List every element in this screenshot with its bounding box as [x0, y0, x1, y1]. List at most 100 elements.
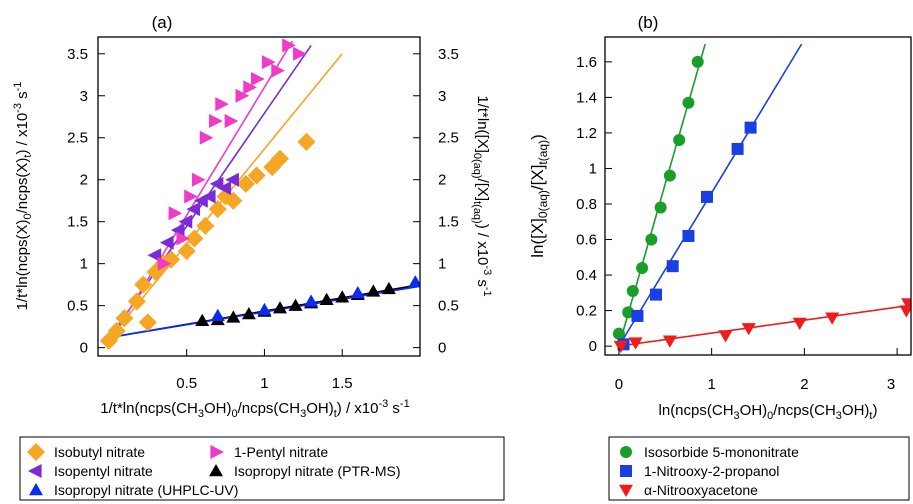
data-point — [273, 301, 287, 314]
data-point — [176, 231, 190, 246]
data-point — [271, 63, 285, 78]
panel-b-legend: Isosorbide 5-mononitrate 1-Nitrooxy-2-pro… — [608, 436, 910, 501]
data-point — [186, 202, 201, 217]
panel-a-points — [99, 38, 420, 350]
panel-b-label: (b) — [638, 13, 659, 32]
data-point — [628, 337, 643, 350]
data-point — [366, 284, 381, 297]
panel-b-x-axis-label: ln(ncps(CH3OH)0/ncps(CH3OH)t) — [659, 402, 878, 422]
data-point — [682, 229, 695, 242]
data-point — [184, 189, 198, 204]
data-point — [168, 206, 183, 221]
data-point — [134, 275, 153, 294]
y-tick-label: 2 — [438, 172, 446, 189]
legend-entry-label: Isopentyl nitrate — [54, 463, 153, 479]
data-point — [825, 312, 840, 325]
data-point — [160, 235, 174, 250]
data-point — [127, 292, 146, 311]
y-tick-label: 3 — [80, 88, 88, 105]
legend-marker — [210, 445, 224, 459]
legend-marker — [620, 465, 632, 477]
panel-a-legend: Isobutyl nitrate Isopentyl nitrate 1-Penty… — [19, 436, 505, 501]
y-tick-label: 3.5 — [438, 46, 459, 63]
legend-entry-label: 1-Pentyl nitrate — [234, 444, 328, 460]
data-point — [107, 321, 126, 340]
x-tick-label: 1 — [707, 376, 715, 393]
data-point — [217, 181, 232, 196]
legend-marker — [29, 483, 43, 496]
data-point — [682, 96, 695, 109]
y-tick-label: 3.5 — [67, 46, 88, 63]
data-point — [650, 288, 662, 301]
data-point — [225, 172, 239, 187]
y-tick-label: 3 — [438, 88, 446, 105]
data-point — [662, 335, 677, 348]
y-tick-label: 0.4 — [576, 267, 597, 284]
data-point — [645, 233, 658, 246]
panel-b-y-ticks: 0 0.2 0.4 0.6 0.8 1 1.2 1.4 1.6 — [576, 54, 612, 355]
x-tick-label: 3 — [887, 376, 895, 393]
y-tick-label: 0.5 — [67, 298, 88, 315]
fit-line-2 — [618, 304, 911, 347]
panel-b-x-ticks: 0 1 2 3 — [615, 348, 898, 393]
x-tick-label: 2 — [800, 376, 808, 393]
data-point — [673, 134, 686, 147]
data-point — [304, 294, 319, 307]
fit-line-0 — [618, 43, 706, 347]
data-point — [408, 275, 420, 288]
x-tick-label: 0.5 — [176, 375, 197, 392]
data-point — [191, 172, 206, 187]
legend-entry-label: Isosorbide 5-mononitrate — [644, 444, 799, 460]
data-point — [196, 216, 215, 235]
legend-marker — [209, 464, 223, 477]
panel-b-points — [612, 55, 911, 354]
y-tick-label: 1 — [80, 256, 88, 273]
legend-entry-label: α-Nitrooxyacetone — [644, 482, 758, 498]
data-point — [224, 191, 243, 210]
data-point — [226, 310, 241, 323]
data-point — [381, 281, 396, 295]
panel-a-left-y-ticks: 0 0.5 1 1.5 2 2.5 3 3.5 — [67, 46, 105, 357]
data-point — [626, 285, 639, 298]
data-point — [224, 113, 239, 128]
fit-line-2 — [108, 40, 294, 344]
data-point — [622, 306, 635, 319]
data-point — [631, 309, 644, 322]
x-tick-label: 0 — [615, 376, 623, 393]
data-point — [613, 340, 628, 354]
data-point — [138, 313, 157, 332]
data-point — [199, 130, 214, 145]
y-tick-label: 2 — [80, 172, 88, 189]
data-point — [744, 121, 757, 134]
x-tick-label: 1.5 — [332, 375, 353, 392]
data-point — [170, 223, 185, 238]
data-point — [901, 298, 911, 311]
y-tick-label: 1.5 — [438, 214, 459, 231]
x-tick-label: 1 — [260, 375, 268, 392]
y-tick-label: 1.2 — [576, 125, 597, 142]
data-point — [792, 317, 807, 331]
data-point — [157, 256, 172, 271]
y-tick-label: 0 — [438, 340, 446, 357]
panel-a-legend-entries: Isobutyl nitrate Isopentyl nitrate 1-Penty… — [27, 443, 400, 498]
data-point — [293, 46, 307, 61]
data-point — [691, 55, 704, 68]
data-point — [235, 88, 250, 103]
data-point — [718, 330, 733, 343]
y-tick-label: 1 — [438, 256, 446, 273]
data-point — [666, 260, 679, 273]
data-point — [208, 200, 227, 219]
panel-b-legend-box — [608, 436, 910, 501]
legend-entry-label: Isobutyl nitrate — [54, 444, 145, 460]
data-point — [185, 229, 204, 248]
y-tick-label: 0.8 — [576, 196, 597, 213]
panel-a-plot-frame — [97, 36, 421, 357]
panel-b-y-axis-label: ln([X]0(aq)/[X]t(aq)) — [528, 134, 550, 258]
panel-a: (a) 0 0.5 1 1.5 2 2.5 3 3.5 0 0.5 1 1.5 2 2.5 3 3.5 0.… — [12, 13, 493, 420]
data-point — [319, 292, 334, 306]
data-point — [731, 142, 744, 155]
legend-marker — [619, 484, 633, 497]
data-point — [247, 166, 266, 185]
panel-a-x-ticks: 0.5 1 1.5 — [176, 349, 353, 392]
panel-a-left-y-axis-label: 1/t*ln(ncps(X)0/ncps(X)t) / x10-3 s-1 — [12, 82, 34, 311]
